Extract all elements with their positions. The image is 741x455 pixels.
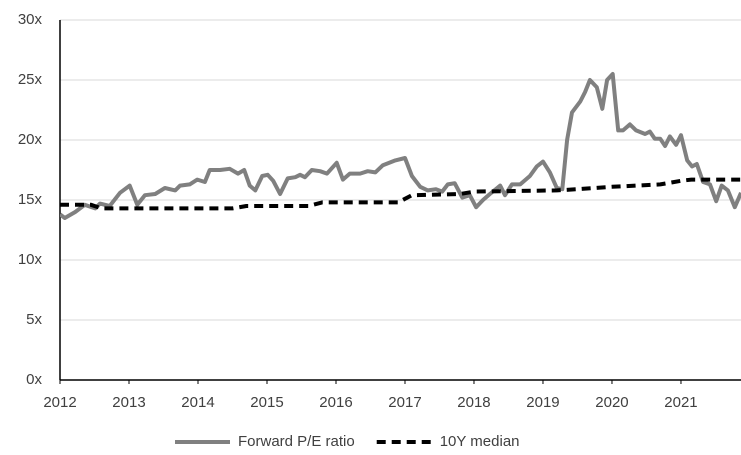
x-tick-label: 2021 (664, 394, 697, 411)
y-tick-label: 30x (18, 11, 43, 28)
y-tick-label: 10x (18, 251, 43, 268)
y-tick-label: 20x (18, 131, 43, 148)
y-tick-label: 0x (26, 371, 42, 388)
legend-label: Forward P/E ratio (238, 433, 355, 450)
y-tick-label: 5x (26, 311, 42, 328)
x-tick-label: 2015 (250, 394, 283, 411)
x-tick-label: 2016 (319, 394, 352, 411)
x-tick-label: 2020 (595, 394, 628, 411)
x-tick-label: 2012 (43, 394, 76, 411)
x-tick-label: 2019 (526, 394, 559, 411)
y-tick-label: 25x (18, 71, 43, 88)
x-tick-label: 2014 (181, 394, 214, 411)
legend-label: 10Y median (440, 433, 520, 450)
series-line (60, 177, 741, 211)
x-tick-label: 2017 (388, 394, 421, 411)
series-line (60, 72, 741, 220)
y-tick-label: 15x (18, 191, 43, 208)
plot-area (60, 72, 741, 220)
x-tick-label: 2018 (457, 394, 490, 411)
x-tick-label: 2013 (112, 394, 145, 411)
